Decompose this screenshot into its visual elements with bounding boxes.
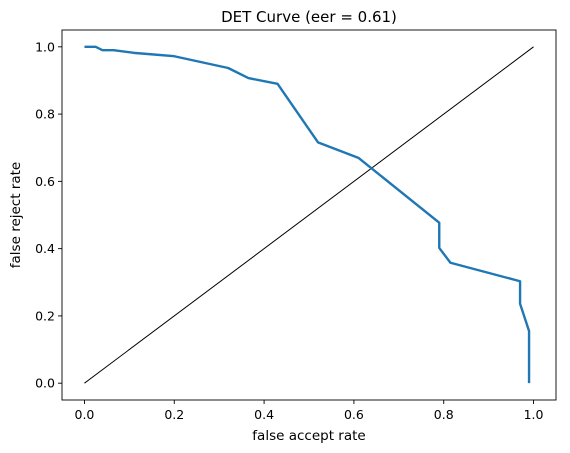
y-tick-label: 0.6	[35, 174, 55, 189]
y-tick-label: 0.8	[35, 107, 55, 122]
y-tick-label: 1.0	[35, 39, 55, 54]
x-axis-label: false accept rate	[252, 428, 365, 444]
y-tick-label: 0.0	[35, 376, 55, 391]
x-tick-label: 0.8	[434, 407, 454, 422]
diagonal-reference-line	[84, 46, 534, 384]
det-curve-line	[84, 45, 531, 384]
y-tick-label: 0.4	[35, 241, 55, 256]
x-tick-label: 0.2	[164, 407, 184, 422]
y-axis: 0.0 0.2 0.4 0.6 0.8 1.0	[35, 39, 62, 391]
x-axis: 0.0 0.2 0.4 0.6 0.8 1.0	[75, 400, 544, 422]
plot-frame	[61, 29, 557, 401]
chart-title: DET Curve (eer = 0.61)	[221, 8, 397, 26]
x-tick-label: 0.4	[254, 407, 274, 422]
x-tick-label: 0.0	[75, 407, 95, 422]
y-axis-label: false reject rate	[8, 162, 24, 268]
x-tick-label: 1.0	[524, 407, 544, 422]
x-tick-label: 0.6	[344, 407, 364, 422]
plot-area	[84, 45, 534, 384]
y-tick-label: 0.2	[35, 308, 55, 323]
